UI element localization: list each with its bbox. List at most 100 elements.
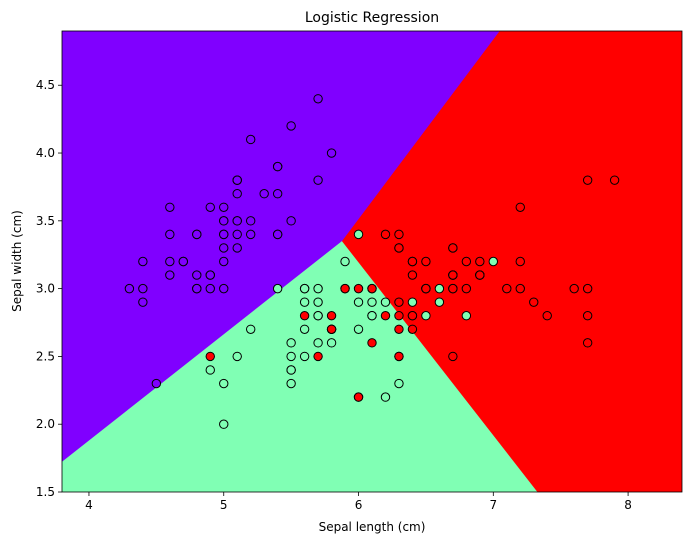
data-point [232, 351, 242, 362]
data-point [461, 283, 472, 294]
data-point [448, 351, 458, 362]
data-point [286, 338, 296, 348]
data-point [421, 256, 431, 267]
data-point [407, 270, 418, 280]
data-point [367, 338, 377, 348]
data-point [394, 378, 404, 389]
data-point [313, 175, 323, 185]
data-point [313, 311, 323, 321]
data-point [353, 297, 364, 307]
data-point [165, 202, 175, 212]
data-point [313, 94, 323, 104]
data-point [353, 229, 364, 240]
data-point [313, 283, 323, 294]
data-point [245, 216, 256, 226]
data-point [407, 297, 418, 307]
data-point [340, 283, 350, 294]
data-point [515, 283, 525, 294]
x-tick-label: 7 [489, 498, 497, 512]
data-point [272, 161, 283, 172]
data-point [259, 189, 269, 199]
data-point [192, 270, 202, 280]
data-point [353, 324, 364, 334]
chart-title: Logistic Regression [305, 10, 439, 26]
data-point [272, 229, 283, 240]
data-point [448, 270, 458, 280]
data-point [205, 270, 215, 280]
y-axis-ticks: 1.5 2.0 2.5 3.0 3.5 4.0 4.5 [36, 78, 62, 499]
data-point [313, 351, 323, 362]
decision-regions [62, 31, 682, 492]
data-point [205, 283, 215, 294]
data-point [380, 392, 391, 402]
data-point [394, 243, 404, 253]
data-point [394, 297, 404, 307]
y-tick-label: 3.0 [36, 282, 55, 296]
data-point [582, 338, 593, 348]
data-point [434, 283, 445, 294]
data-point [286, 351, 296, 362]
y-tick-label: 2.0 [36, 417, 55, 431]
data-point [582, 175, 593, 185]
data-point [582, 311, 593, 321]
data-point [340, 256, 350, 267]
data-point [165, 270, 175, 280]
data-point [138, 256, 148, 267]
data-point [286, 216, 296, 226]
data-point [353, 283, 364, 294]
data-point [326, 148, 337, 158]
data-point [245, 134, 256, 145]
data-point [299, 297, 310, 307]
data-point [448, 283, 458, 294]
data-points [124, 94, 620, 429]
data-point [542, 311, 552, 321]
data-point [232, 243, 242, 253]
data-point [475, 270, 485, 280]
data-point [448, 243, 458, 253]
data-point [299, 283, 310, 294]
x-tick-label: 4 [85, 498, 93, 512]
y-tick-label: 1.5 [36, 485, 55, 499]
data-point [138, 283, 148, 294]
data-point [245, 324, 256, 334]
data-point [461, 256, 472, 267]
data-point [232, 216, 242, 226]
data-point [219, 202, 229, 212]
data-point [515, 256, 525, 267]
data-point [394, 311, 404, 321]
data-point [367, 297, 377, 307]
data-point [313, 297, 323, 307]
data-point [219, 229, 229, 240]
data-point [232, 229, 242, 240]
data-point [286, 378, 296, 389]
data-point [353, 392, 364, 402]
data-point [529, 297, 539, 307]
data-point [515, 202, 525, 212]
data-point [394, 324, 404, 334]
data-point [205, 365, 215, 375]
data-point [219, 243, 229, 253]
data-point [272, 189, 283, 199]
data-point [299, 351, 310, 362]
data-point [461, 311, 472, 321]
y-tick-label: 4.5 [36, 78, 55, 92]
data-point [380, 311, 391, 321]
data-point [165, 229, 175, 240]
data-point [219, 419, 229, 429]
x-axis-ticks: 4 5 6 7 8 [85, 492, 632, 512]
data-point [367, 283, 377, 294]
data-point [286, 121, 296, 131]
data-point [286, 365, 296, 375]
data-point [138, 297, 148, 307]
data-point [407, 256, 418, 267]
data-point [124, 283, 135, 294]
data-point [219, 378, 229, 389]
plot-frame [61, 30, 683, 493]
data-point [178, 256, 189, 267]
data-point [219, 256, 229, 267]
data-point [245, 229, 256, 240]
data-point [326, 338, 337, 348]
data-point [609, 175, 620, 185]
y-tick-label: 4.0 [36, 146, 55, 160]
